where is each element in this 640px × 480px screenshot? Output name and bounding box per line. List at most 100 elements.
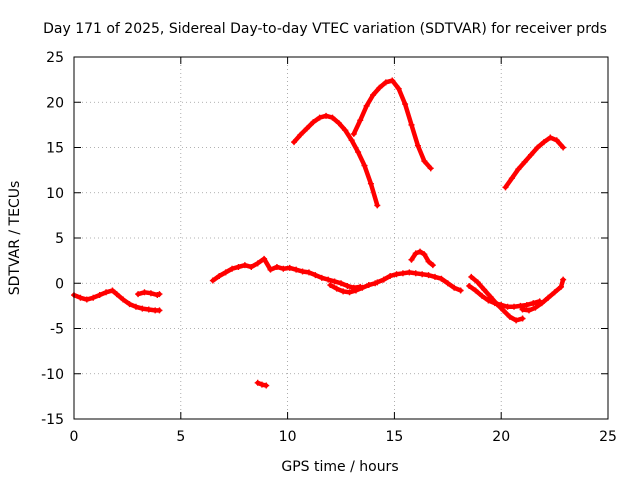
data-point xyxy=(478,292,485,299)
data-point xyxy=(493,301,500,308)
data-point xyxy=(506,313,513,320)
data-point xyxy=(147,290,154,297)
data-point xyxy=(248,263,255,270)
data-point xyxy=(553,137,560,144)
data-point xyxy=(380,276,387,283)
data-point xyxy=(77,294,84,301)
data-point xyxy=(508,175,515,182)
data-point xyxy=(342,127,349,134)
data-point xyxy=(421,158,428,165)
data-point xyxy=(363,102,370,109)
data-point xyxy=(303,125,310,132)
data-point xyxy=(254,260,261,267)
data-point xyxy=(291,139,298,146)
data-point xyxy=(513,317,520,324)
data-point xyxy=(329,114,336,121)
data-point xyxy=(113,291,120,298)
data-point xyxy=(370,92,377,99)
series-seg-8.5-9 xyxy=(254,379,270,389)
data-point xyxy=(414,142,421,149)
data-point xyxy=(521,158,528,165)
data-point xyxy=(359,284,366,291)
data-point xyxy=(229,265,236,272)
data-point xyxy=(261,255,268,262)
data-point xyxy=(528,151,535,158)
data-point xyxy=(474,279,481,286)
data-point xyxy=(338,280,344,287)
data-point xyxy=(451,284,458,291)
data-point xyxy=(431,273,438,280)
data-point xyxy=(297,131,304,138)
y-tick-label: 20 xyxy=(46,95,64,111)
data-point xyxy=(316,114,323,121)
data-point xyxy=(504,303,511,310)
data-point xyxy=(547,134,554,141)
data-point xyxy=(280,265,287,272)
series-trace xyxy=(291,113,380,208)
data-point xyxy=(551,289,558,296)
data-point xyxy=(560,276,567,283)
data-point xyxy=(141,289,148,296)
data-point xyxy=(511,303,518,310)
data-point xyxy=(267,266,274,273)
data-point xyxy=(120,296,127,303)
data-point xyxy=(352,287,359,294)
data-point xyxy=(487,293,494,300)
data-point xyxy=(355,149,362,156)
data-point xyxy=(318,274,325,281)
data-point xyxy=(350,130,357,137)
data-point xyxy=(382,79,389,86)
data-point xyxy=(457,287,464,294)
data-point xyxy=(519,306,526,313)
x-tick-label: 20 xyxy=(492,429,510,445)
series-arc-20-23 xyxy=(502,134,567,191)
data-point xyxy=(558,283,565,290)
data-point xyxy=(235,263,242,270)
data-point xyxy=(90,294,97,301)
data-point xyxy=(515,166,522,173)
data-point xyxy=(468,273,475,280)
data-point xyxy=(323,112,330,119)
data-point xyxy=(263,382,270,389)
data-point xyxy=(209,277,216,284)
data-point xyxy=(419,271,426,278)
y-tick-label: -10 xyxy=(41,367,64,383)
data-point xyxy=(333,285,340,292)
x-tick-label: 0 xyxy=(70,429,79,445)
series-seg-0-4 xyxy=(71,287,163,314)
axis-ticks: 0 5 10 15 20 25 -15 -10 -5 0 5 10 15 20 25 xyxy=(41,50,617,445)
data-point xyxy=(429,262,436,269)
data-point xyxy=(519,315,526,322)
series-arc-13-17 xyxy=(350,77,434,172)
data-point xyxy=(517,302,524,309)
data-point xyxy=(254,379,261,386)
data-point xyxy=(399,270,406,277)
data-point xyxy=(560,144,567,151)
data-point xyxy=(132,303,139,310)
data-point xyxy=(325,276,332,283)
x-tick-label: 25 xyxy=(599,429,617,445)
data-point xyxy=(376,84,383,91)
data-point xyxy=(109,287,116,294)
data-point xyxy=(540,139,547,146)
y-tick-label: 15 xyxy=(46,141,64,157)
data-point xyxy=(103,289,110,296)
data-point xyxy=(532,304,539,311)
series-seg-18-21-low xyxy=(468,273,526,324)
data-point xyxy=(500,307,507,314)
data-point xyxy=(523,301,530,308)
data-point xyxy=(534,144,541,151)
series-seg-16-spike xyxy=(408,248,436,269)
x-axis-label: GPS time / hours xyxy=(281,459,398,475)
data-point xyxy=(83,296,90,303)
data-point xyxy=(344,282,351,289)
data-point xyxy=(135,291,142,298)
data-point xyxy=(367,180,374,187)
data-point xyxy=(96,292,103,299)
data-point xyxy=(530,300,537,307)
series-seg-14-18 xyxy=(374,269,464,294)
series-seg-12-14-low xyxy=(327,280,379,296)
data-point xyxy=(393,271,400,278)
data-point xyxy=(327,282,334,289)
